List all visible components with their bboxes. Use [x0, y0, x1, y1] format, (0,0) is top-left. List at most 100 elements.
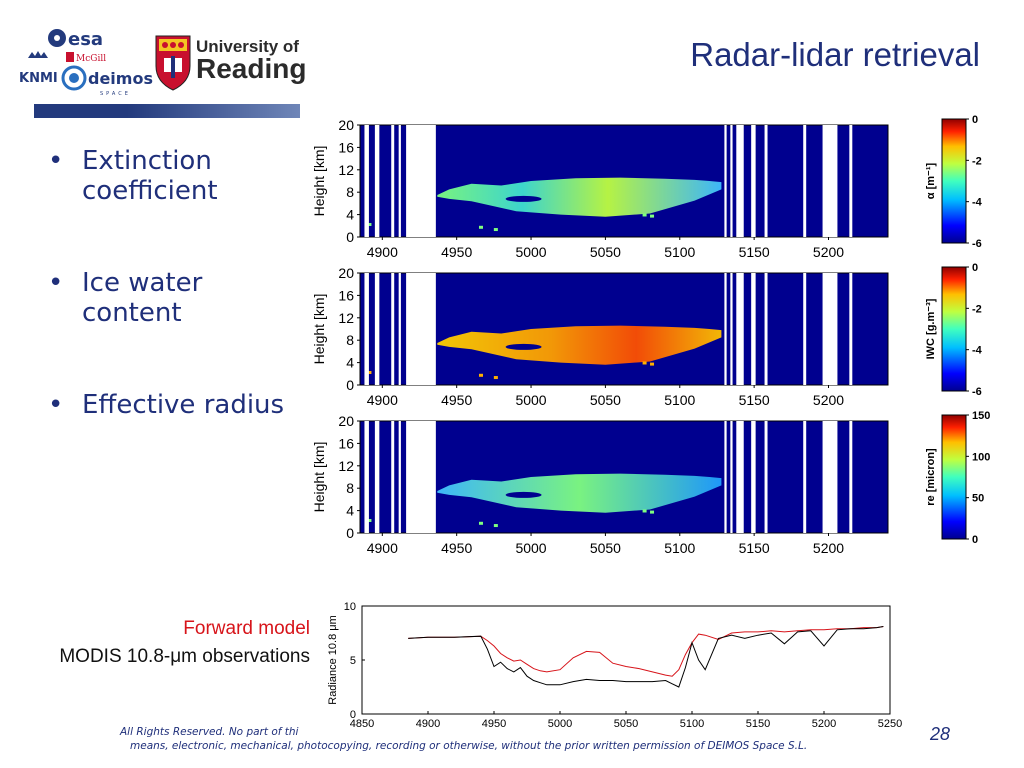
y-tick-label: 12	[338, 310, 354, 326]
y-axis-label: Radiance 10.8 μm	[327, 615, 339, 705]
cloud-field	[437, 473, 722, 513]
panel-1: 20 16 12 8 4 0 Height [km] 4900 4950 5000 5050 5100…	[311, 114, 983, 260]
colorbar-tick-label: -6	[972, 386, 982, 398]
footer-line-2: means, electronic, mechanical, photocopy…	[130, 740, 808, 752]
page-number: 28	[930, 724, 951, 744]
x-tick-label: 4900	[367, 392, 398, 408]
svg-text:deimos: deimos	[88, 69, 153, 88]
colorbar-tick-label: 0	[972, 114, 978, 126]
data-gap-4	[406, 273, 436, 385]
x-tick-label: 5200	[812, 718, 836, 730]
colorbar-tick-label: -2	[972, 303, 982, 315]
bullet-iwc: Ice water content	[46, 268, 296, 328]
low-cloud-1	[493, 376, 498, 380]
data-gap-12	[849, 421, 853, 533]
data-gap-8	[751, 421, 756, 533]
data-gap-6	[730, 421, 733, 533]
data-gap-7	[736, 125, 744, 237]
low-cloud-4	[367, 519, 372, 522]
colorbar-tick-label: 100	[972, 451, 990, 463]
data-gap-3	[398, 273, 401, 385]
logo-area: esa McGill KNMI deimos SPACE	[14, 24, 310, 100]
x-tick-label: 5100	[664, 392, 695, 408]
x-tick-label: 5050	[590, 244, 621, 260]
modis-observations-label: MODIS 10.8-μm observations	[59, 646, 310, 667]
cloud-field	[437, 325, 722, 365]
data-gap-2	[391, 421, 395, 533]
colorbar-tick-label: 0	[972, 534, 978, 546]
x-tick-label: 5200	[813, 540, 844, 556]
low-cloud-3	[650, 510, 655, 514]
colorbar-tick-label: 50	[972, 493, 984, 505]
low-cloud-1	[493, 524, 498, 528]
data-gap-5	[724, 125, 727, 237]
svg-text:University of: University of	[196, 37, 299, 56]
x-tick-label: 5150	[739, 392, 770, 408]
slide-title: Radar-lidar retrieval	[690, 36, 980, 73]
y-tick-label: 0	[346, 377, 354, 393]
radiance-chart: 4850 4900 4950 5000 5050 5100 5150 5200 5250 0 5 10…	[327, 601, 902, 730]
x-tick-label: 5050	[590, 540, 621, 556]
low-cloud-0	[478, 521, 483, 525]
y-tick-label: 12	[338, 162, 354, 178]
y-axis-label: Height [km]	[311, 146, 327, 217]
data-gap-9	[764, 273, 768, 385]
data-gap-2	[391, 125, 395, 237]
logos-svg: esa McGill KNMI deimos SPACE	[19, 29, 306, 97]
mcgill-logo: McGill	[66, 52, 106, 64]
x-tick-label: 5000	[548, 718, 572, 730]
reading-logo: University of Reading	[196, 37, 306, 84]
cloud-gap	[505, 343, 542, 350]
colorbar-tick-label: -4	[972, 345, 983, 357]
y-tick-label: 8	[346, 332, 354, 348]
x-tick-label: 4950	[441, 540, 472, 556]
deimos-swirl-icon	[61, 65, 87, 91]
y-tick-label: 12	[338, 458, 354, 474]
data-gap-10	[803, 125, 807, 237]
y-tick-label: 4	[346, 503, 354, 519]
x-tick-label: 5000	[515, 244, 546, 260]
x-tick-label: 5200	[813, 392, 844, 408]
low-cloud-4	[367, 223, 372, 226]
x-tick-label: 5250	[878, 718, 902, 730]
x-tick-label: 4900	[367, 244, 398, 260]
forward-model-label: Forward model	[183, 618, 310, 639]
low-cloud-4	[367, 371, 372, 374]
y-tick-label: 4	[346, 355, 354, 371]
svg-text:McGill: McGill	[76, 54, 106, 64]
y-tick-label: 20	[338, 413, 354, 429]
x-tick-label: 4950	[441, 244, 472, 260]
colorbar-label: IWC [g.m⁻³]	[925, 298, 937, 359]
x-tick-label: 4900	[416, 718, 440, 730]
svg-text:Reading: Reading	[196, 53, 306, 84]
x-tick-label: 5150	[739, 540, 770, 556]
data-gap-11	[822, 273, 838, 385]
data-gap-5	[724, 421, 727, 533]
y-tick-label: 16	[338, 139, 354, 155]
chart-frame	[361, 605, 891, 715]
panel-3: 20 16 12 8 4 0 Height [km] 4900 4950 5000 5050 5100…	[311, 410, 990, 556]
data-gap-9	[764, 125, 768, 237]
cloud-gap	[505, 491, 542, 498]
y-axis-label: Height [km]	[311, 294, 327, 365]
colorbar-tick-label: -2	[972, 155, 982, 167]
low-cloud-2	[642, 213, 647, 217]
data-gap-2	[391, 273, 395, 385]
x-tick-label: 5100	[680, 718, 704, 730]
x-tick-label: 5100	[664, 540, 695, 556]
low-cloud-0	[478, 225, 483, 229]
y-tick-label: 20	[338, 117, 354, 133]
x-tick-label: 5000	[515, 392, 546, 408]
data-gap-12	[849, 273, 853, 385]
bullet-effective-radius: Effective radius	[46, 390, 296, 420]
x-tick-label: 5200	[813, 244, 844, 260]
data-gap-3	[398, 421, 401, 533]
data-gap-11	[822, 421, 838, 533]
x-tick-label: 5100	[664, 244, 695, 260]
svg-text:SPACE: SPACE	[100, 91, 131, 97]
data-gap-12	[849, 125, 853, 237]
bullet-list: Extinction coefficient Ice water content…	[46, 146, 296, 482]
cloud-field	[437, 177, 722, 217]
series-line-modis-observations	[408, 626, 884, 688]
